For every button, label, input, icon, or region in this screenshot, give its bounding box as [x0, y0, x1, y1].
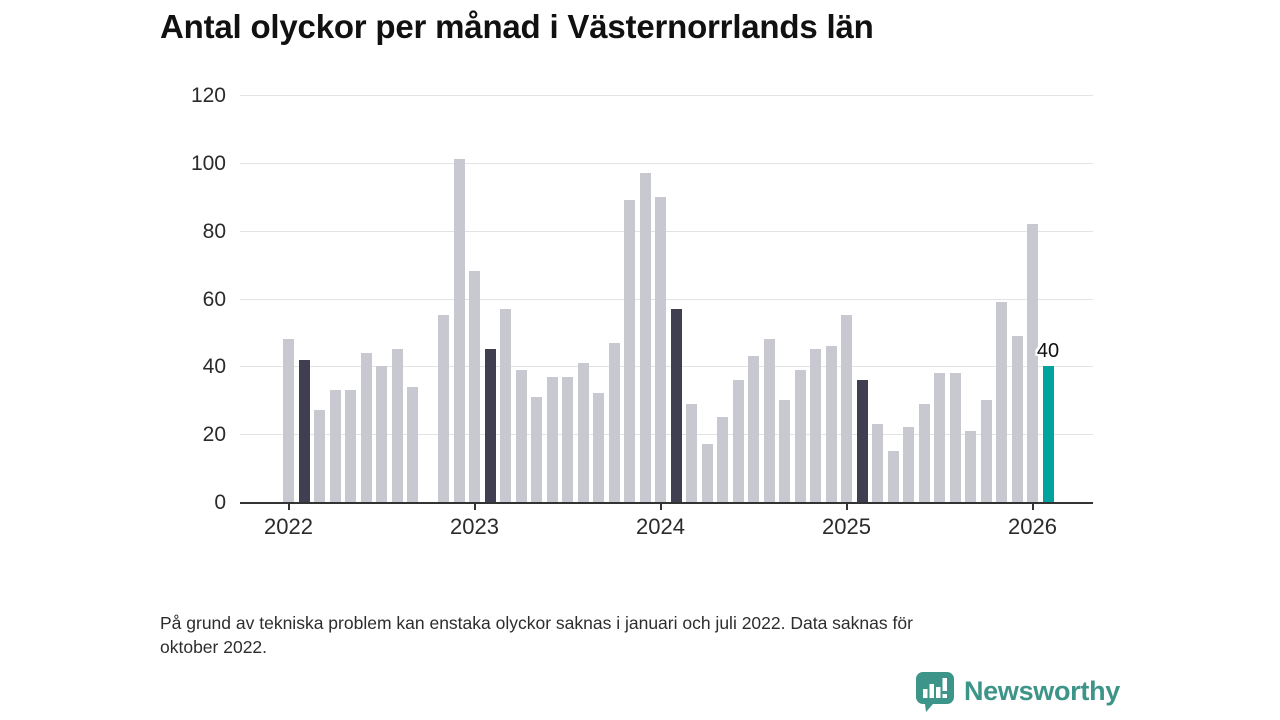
y-tick-label: 0 — [214, 491, 226, 514]
bar-2022-03 — [314, 410, 325, 502]
bar-2024-06 — [732, 379, 744, 502]
bar-2026-01 — [1027, 223, 1038, 502]
bar-2025-10 — [980, 400, 992, 502]
bar-2023-06 — [546, 376, 558, 502]
x-tick-label: 2024 — [636, 514, 685, 539]
bar-2023-05 — [531, 396, 542, 502]
bar-2024-03 — [686, 403, 697, 502]
chart-footnote: På grund av tekniska problem kan enstaka… — [160, 611, 1100, 659]
newsworthy-logo: Newsworthy — [914, 671, 1120, 712]
bar-2022-11 — [438, 315, 449, 502]
bar-2025-03 — [872, 424, 883, 502]
bar-2024-11 — [810, 349, 821, 502]
bar-2023-09 — [593, 393, 604, 502]
gridline-60 — [240, 298, 1093, 300]
bar-2025-12 — [1011, 335, 1023, 502]
x-tick-label: 2025 — [822, 514, 871, 539]
y-tick-label: 40 — [202, 355, 226, 379]
bar-2024-10 — [794, 369, 806, 502]
x-axis-tick — [845, 503, 848, 510]
bar-2023-07 — [562, 376, 573, 502]
footnote-line: På grund av tekniska problem kan enstaka… — [160, 612, 913, 633]
y-tick-label: 20 — [202, 423, 226, 447]
x-tick-label: 2023 — [450, 514, 499, 539]
speech-bubble-shape — [915, 672, 954, 712]
bar-2025-08 — [949, 373, 961, 502]
bar-2022-08 — [391, 349, 403, 502]
gridline-120 — [240, 95, 1093, 96]
bar-2024-05 — [717, 417, 728, 502]
bar-2025-01 — [841, 315, 852, 502]
y-tick-label: 120 — [190, 84, 226, 107]
bar-2022-09 — [407, 386, 418, 502]
x-axis-tick — [287, 503, 290, 510]
bar-2022-06 — [360, 352, 372, 502]
bar-2024-07 — [748, 356, 759, 502]
bar-chart-plot: 0 20 40 60 80 100 120 2022 2023 2024 2025 2026 40 — [191, 85, 1093, 539]
bar-2024-08 — [763, 339, 775, 502]
bar-2025-11 — [996, 301, 1007, 502]
bar-2023-12 — [639, 173, 651, 502]
x-axis-tick — [473, 503, 476, 510]
footnote-line: oktober 2022. — [160, 636, 268, 657]
bar-2023-04 — [515, 369, 527, 502]
bar-2023-02 — [484, 349, 496, 502]
newsworthy-wordmark: Newsworthy — [963, 676, 1120, 706]
y-tick-label: 60 — [202, 287, 226, 311]
bar-2024-12 — [825, 345, 837, 502]
x-axis-tick — [659, 503, 662, 510]
bar-2025-05 — [903, 427, 914, 502]
bar-2023-10 — [608, 342, 620, 502]
x-axis-tick — [1031, 503, 1034, 510]
bar-2023-08 — [577, 362, 589, 502]
gridline-80 — [240, 230, 1093, 232]
bar-2024-04 — [701, 444, 713, 502]
newsworthy-logo-icon — [914, 671, 955, 712]
gridline-40 — [240, 366, 1093, 368]
gridline-20 — [240, 434, 1093, 436]
gridline-100 — [240, 162, 1093, 164]
x-tick-label: 2026 — [1008, 514, 1057, 539]
bar-2023-11 — [624, 200, 635, 502]
bar-2022-01 — [283, 339, 294, 502]
bar-2025-07 — [934, 373, 945, 502]
bar-2022-02 — [298, 359, 310, 502]
bar-2025-02 — [856, 379, 868, 502]
bar-2024-01 — [655, 196, 666, 502]
bar-2022-12 — [453, 159, 465, 502]
bar-2025-04 — [887, 451, 899, 502]
bar-2022-07 — [376, 366, 387, 502]
chart-title: Antal olyckor per månad i Västernorrland… — [160, 8, 874, 45]
x-tick-label: 2022 — [264, 514, 313, 539]
bar-2025-06 — [918, 403, 930, 502]
bar-2025-09 — [965, 430, 976, 502]
bar-2024-09 — [779, 400, 790, 502]
bar-2023-03 — [500, 308, 511, 502]
bar-2024-02 — [670, 308, 682, 502]
y-tick-label: 80 — [202, 219, 226, 243]
bar-2023-01 — [469, 271, 480, 502]
y-tick-label: 100 — [190, 151, 226, 175]
value-annotation: 40 — [1036, 340, 1060, 363]
bar-2022-04 — [329, 390, 341, 502]
bar-2026-02 — [1042, 366, 1054, 502]
bar-2022-05 — [345, 390, 356, 502]
x-axis-line — [240, 502, 1093, 504]
